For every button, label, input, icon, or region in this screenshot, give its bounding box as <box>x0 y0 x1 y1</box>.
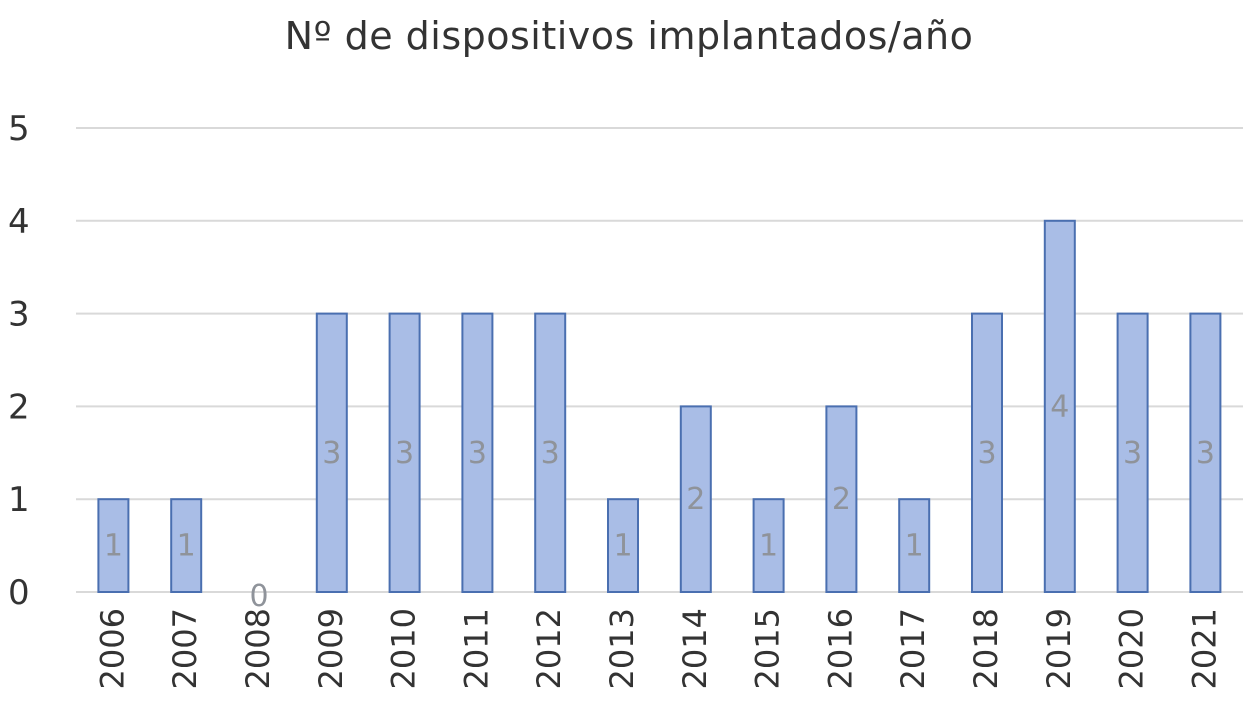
bar <box>1043 219 1076 594</box>
x-tick-label: 2010 <box>385 608 423 689</box>
x-tick-label: 2018 <box>967 608 1005 689</box>
data-label: 1 <box>104 529 123 564</box>
bar <box>898 498 931 594</box>
bar <box>97 498 130 594</box>
x-tick-label: 2008 <box>239 608 277 689</box>
y-tick-label: 3 <box>8 295 30 335</box>
x-tick-label: 2007 <box>166 608 204 689</box>
data-label: 1 <box>905 529 924 564</box>
y-tick-label: 2 <box>8 387 30 427</box>
bar <box>679 405 712 593</box>
x-tick-label: 2013 <box>603 608 641 689</box>
data-label: 3 <box>977 436 996 471</box>
bar <box>461 312 494 593</box>
bar <box>825 405 858 593</box>
data-label: 3 <box>1196 436 1215 471</box>
bar <box>752 498 785 594</box>
x-tick-label: 2019 <box>1040 608 1078 689</box>
data-label: 1 <box>759 529 778 564</box>
x-tick-label: 2012 <box>530 608 568 689</box>
x-tick-label: 2020 <box>1113 608 1151 689</box>
data-label: 3 <box>1123 436 1142 471</box>
data-label: 2 <box>686 482 705 517</box>
data-label: 3 <box>468 436 487 471</box>
data-label: 3 <box>541 436 560 471</box>
data-label: 1 <box>177 529 196 564</box>
bar <box>971 312 1003 593</box>
x-tick-label: 2017 <box>894 608 932 689</box>
data-label: 0 <box>249 579 268 614</box>
bar <box>170 498 203 594</box>
x-tick-label: 2006 <box>93 608 131 689</box>
y-tick-label: 1 <box>8 480 30 520</box>
bar <box>607 498 639 594</box>
data-label: 3 <box>395 436 414 471</box>
data-label: 2 <box>832 482 851 517</box>
bar <box>1189 312 1222 593</box>
bar <box>388 312 421 593</box>
x-tick-label: 2011 <box>457 608 495 689</box>
chart-title: Nº de dispositivos implantados/año <box>284 14 974 58</box>
bar <box>1116 312 1149 593</box>
data-label: 1 <box>613 529 632 564</box>
bar <box>315 312 348 593</box>
x-tick-label: 2021 <box>1185 608 1223 689</box>
x-tick-label: 2009 <box>312 608 350 689</box>
x-tick-label: 2015 <box>749 608 787 689</box>
y-tick-label: 4 <box>8 202 30 242</box>
bar <box>534 312 567 593</box>
x-tick-label: 2016 <box>821 608 859 689</box>
x-tick-label: 2014 <box>676 608 714 689</box>
data-label: 4 <box>1050 389 1069 424</box>
y-tick-label: 0 <box>8 573 30 613</box>
data-label: 3 <box>322 436 341 471</box>
y-tick-label: 5 <box>8 109 30 149</box>
